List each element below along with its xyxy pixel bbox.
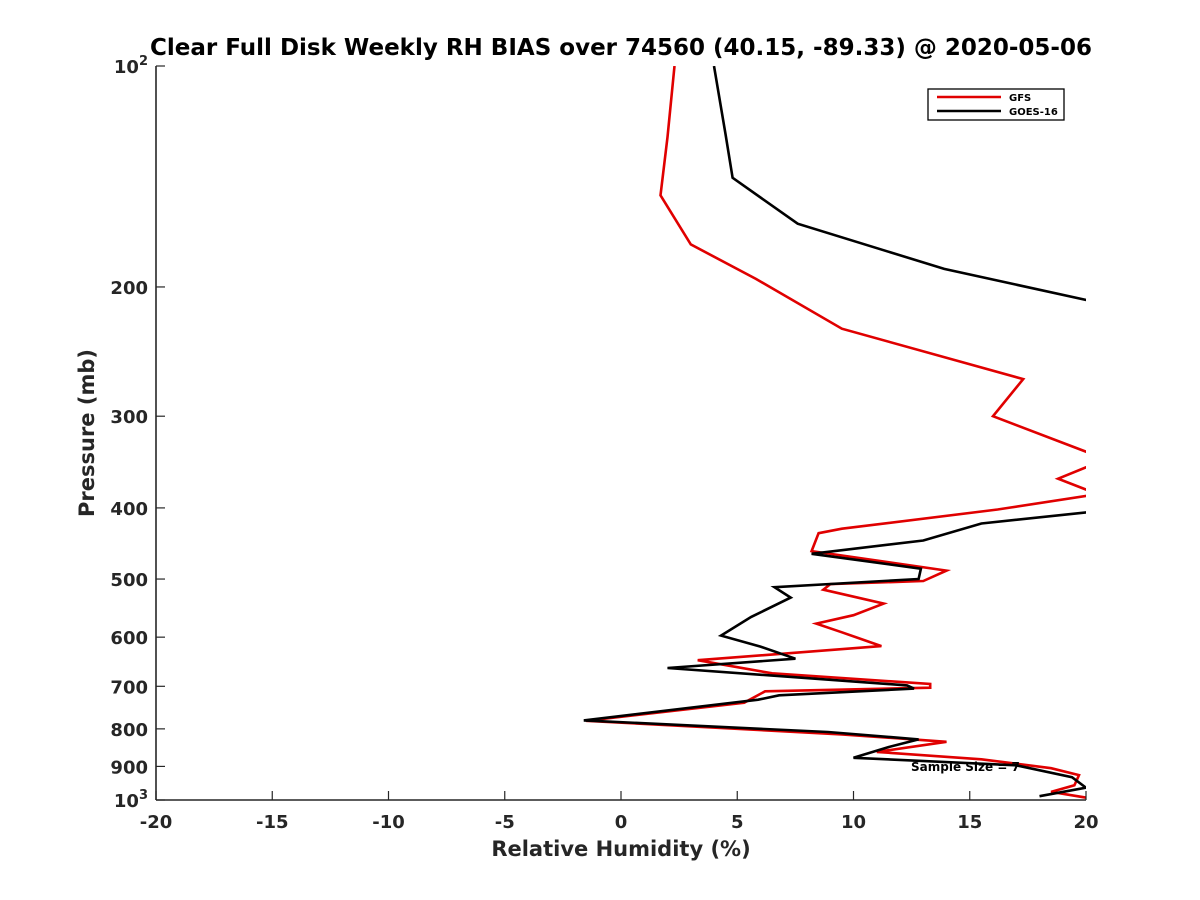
legend-label-goes-16: GOES-16 bbox=[1009, 107, 1058, 118]
axes: -20 -15 -10 -5 0 5 10 15 20 102 200 300 400 500 600 700… bbox=[110, 54, 1098, 833]
y-tick-label: 700 bbox=[110, 677, 148, 698]
x-tick-label: -15 bbox=[256, 812, 289, 833]
y-tick-label: 103 bbox=[114, 788, 148, 812]
series-lines bbox=[583, 66, 1086, 799]
legend: GFS GOES-16 bbox=[927, 88, 1065, 121]
x-tick-label: -10 bbox=[372, 812, 405, 833]
x-tick-label: 15 bbox=[957, 812, 982, 833]
chart-title: Clear Full Disk Weekly RH BIAS over 7456… bbox=[150, 35, 1092, 61]
x-tick-label: 20 bbox=[1073, 812, 1098, 833]
y-tick-label: 500 bbox=[110, 570, 148, 591]
sample-size-annotation: Sample Size = 7 bbox=[911, 760, 1020, 774]
x-tick-label: 0 bbox=[615, 812, 628, 833]
y-tick-label: 200 bbox=[110, 278, 148, 299]
y-tick-label: 600 bbox=[110, 628, 148, 649]
y-tick-label: 102 bbox=[114, 54, 148, 78]
series-line-goes-16-0 bbox=[712, 66, 1086, 302]
y-tick-label: 400 bbox=[110, 499, 148, 520]
series-line-gfs-1 bbox=[1054, 465, 1086, 491]
y-tick-label: 300 bbox=[110, 407, 148, 428]
y-axis-label: Pressure (mb) bbox=[75, 349, 99, 517]
legend-box bbox=[927, 88, 1065, 121]
x-tick-label: -20 bbox=[140, 812, 173, 833]
y-tick-label: 900 bbox=[110, 757, 148, 778]
series-line-goes-16-1 bbox=[583, 511, 1086, 798]
series-line-gfs-0 bbox=[659, 66, 1086, 454]
x-tick-label: 5 bbox=[731, 812, 744, 833]
y-tick-label: 800 bbox=[110, 720, 148, 741]
legend-label-gfs: GFS bbox=[1009, 93, 1031, 104]
x-axis-label: Relative Humidity (%) bbox=[491, 837, 750, 861]
series-line-gfs-2 bbox=[585, 494, 1086, 799]
x-tick-label: -5 bbox=[495, 812, 515, 833]
x-tick-label: 10 bbox=[841, 812, 866, 833]
